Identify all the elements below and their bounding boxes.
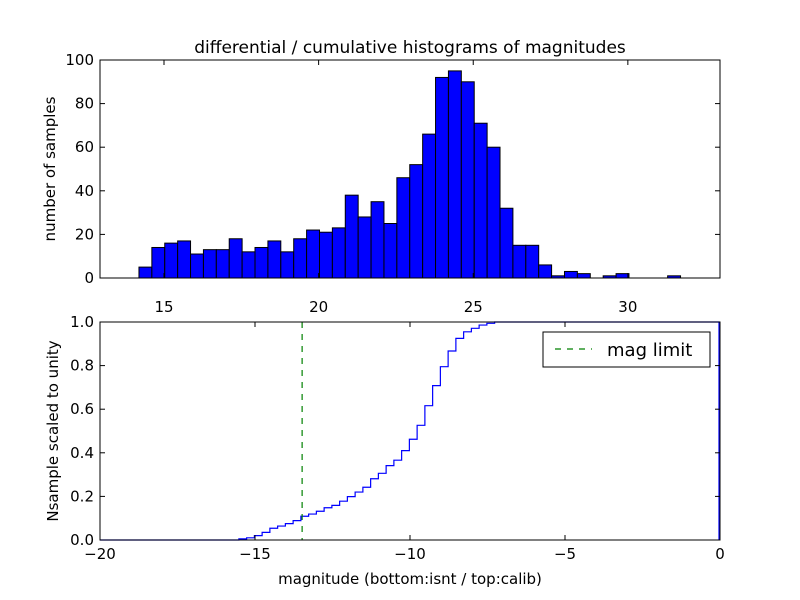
y-tick-label: 0.4 [70,444,94,462]
histogram-bar [435,76,449,279]
histogram-bar [460,81,475,279]
histogram-bar [306,229,320,279]
histogram-bar [538,264,553,279]
x-tick-label: −10 [394,545,426,563]
histogram-bar [486,146,501,279]
histogram-bar [499,207,514,279]
bottom-y-axis-label: Nsample scaled to unity [44,340,62,521]
histogram-bar [241,251,256,279]
x-tick-label: −5 [554,545,576,563]
histogram-bar [164,242,179,279]
histogram-bar [138,266,153,279]
top-axes: 15 20 25 30 0 20 40 60 80 100 [65,51,721,316]
x-tick-label: 0 [715,545,725,563]
x-tick-label: 25 [464,298,483,316]
bottom-axes: −20 −15 −10 −5 0 0.0 0.2 0.4 0.6 0.8 1.0 [70,313,725,563]
y-tick-label: 1.0 [70,313,94,331]
histogram-bar [190,253,204,279]
y-tick-label: 0.6 [70,400,94,418]
y-tick-label: 0.0 [70,531,94,549]
histogram-bar [293,238,308,279]
x-tick-label: 20 [309,298,328,316]
histogram-bar [202,249,217,279]
y-tick-label: 100 [65,51,94,69]
y-tick-label: 0.2 [70,487,94,505]
histogram-bar [344,194,359,279]
x-tick-label: −15 [239,545,271,563]
bottom-x-axis-label: magnitude (bottom:isnt / top:calib) [278,570,542,588]
histogram-bar [525,244,540,279]
histogram-bar [280,251,295,279]
axes-frame [99,59,721,279]
y-tick-label: 40 [75,182,94,200]
histogram-bar [383,223,398,279]
histogram-bar [177,240,192,279]
histogram-bar [331,227,346,279]
x-tick-label: 30 [618,298,637,316]
x-tick-label: −20 [84,545,116,563]
histogram-bar [370,201,385,279]
cumulative-step-line [100,321,720,541]
y-tick-label: 20 [75,225,94,243]
chart-title: differential / cumulative histograms of … [194,38,626,58]
histogram-bar [512,244,527,279]
histogram-bar [357,216,372,279]
histogram-bar [267,240,282,279]
x-tick-label: 15 [154,298,173,316]
histogram-bar [576,273,591,279]
y-tick-label: 0.8 [70,357,94,375]
histogram-bar [228,238,243,279]
top-y-axis-label: number of samples [41,96,59,241]
histogram-bar [318,231,333,279]
histogram-bar [447,70,462,279]
y-tick-label: 60 [75,138,94,156]
histogram-bar [409,164,424,279]
histogram-bar [396,177,411,279]
histogram-bar [254,246,269,279]
histogram-bar [615,273,630,279]
histogram-bar [563,270,578,279]
y-tick-label: 0 [84,269,94,287]
histogram-bar [151,246,166,279]
legend: mag limit [542,331,711,368]
legend-label: mag limit [607,340,692,361]
histogram-bar [215,249,230,279]
y-tick-label: 80 [75,95,94,113]
histogram-bar [473,122,488,279]
histogram-bar [422,133,437,279]
